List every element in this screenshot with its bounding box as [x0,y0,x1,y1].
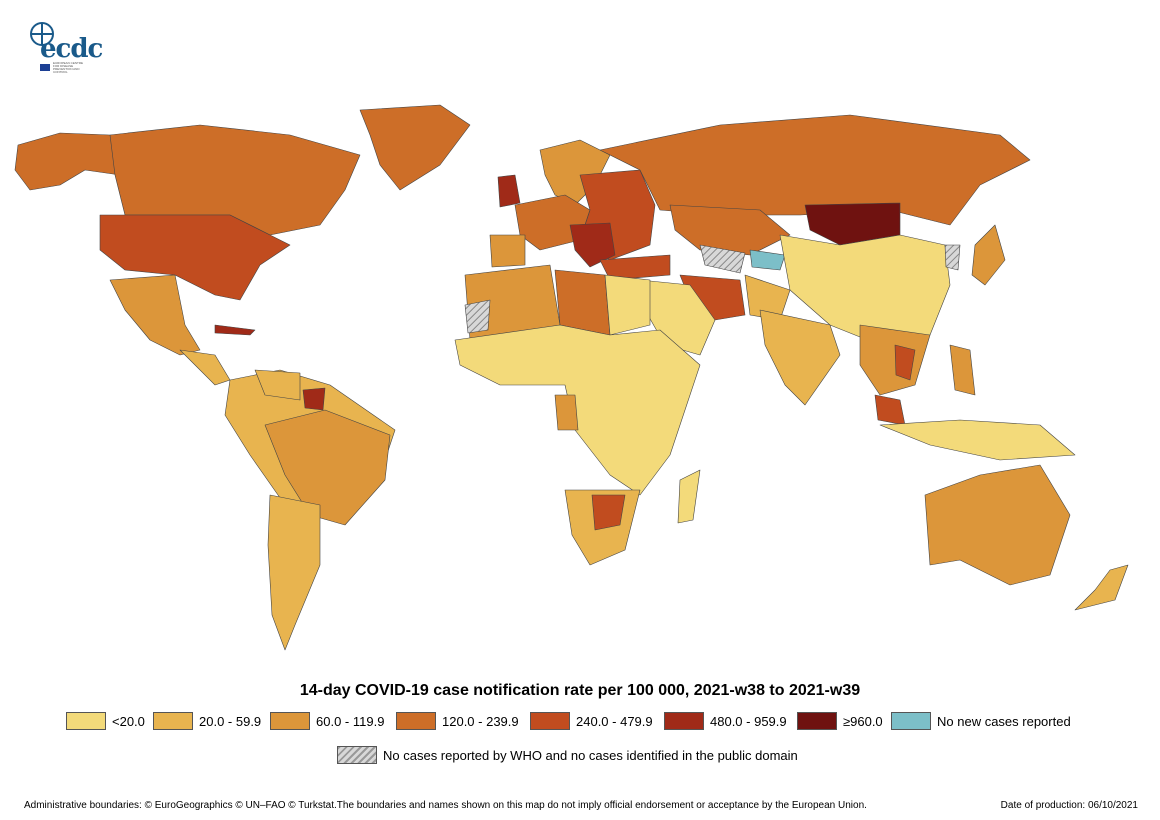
region-usa [99,214,291,301]
legend-item-6: 480.0 - 959.9 [664,711,787,731]
region-scandinavia [539,139,611,206]
legend-swatch [664,712,704,730]
legend-item-4: 120.0 - 239.9 [396,711,519,731]
region-india [759,309,841,406]
region-turkey [599,254,671,281]
region-australia [924,464,1071,586]
map-title: 14-day COVID-19 case notification rate p… [299,682,861,699]
region-north-korea [944,244,961,271]
legend-item-2: 20.0 - 59.9 [153,711,261,731]
region-iberia [489,234,526,268]
legend-item-3: 60.0 - 119.9 [270,711,384,731]
legend-item-hatch: No cases reported by WHO and no cases id… [337,745,798,765]
legend-item-8: No new cases reported [891,711,1071,731]
region-canada [109,124,361,236]
legend-label: 120.0 - 239.9 [442,713,519,729]
logo-subtext: EUROPEAN CENTRE FOR DISEASE PREVENTION A… [53,61,84,74]
region-venezuela [254,369,301,401]
legend-label: No new cases reported [937,713,1071,729]
legend-label: 60.0 - 119.9 [316,713,385,729]
legend-swatch [891,712,931,730]
legend-label: ≥960.0 [843,713,883,729]
region-cuba [214,324,256,336]
region-alaska [14,132,131,191]
legend-swatch [270,712,310,730]
legend-item-7: ≥960.0 [797,711,883,731]
region-sub-saharan [454,324,701,496]
region-libya [554,269,611,336]
legend-label-hatch: No cases reported by WHO and no cases id… [383,747,798,763]
region-central-america [179,349,231,386]
region-central-africa [554,394,579,431]
region-uk [497,174,521,208]
legend-swatch [153,712,193,730]
legend-item-5: 240.0 - 479.9 [530,711,653,731]
legend-label: 20.0 - 59.9 [199,713,262,729]
ecdc-logo: ecdc EUROPEAN CENTRE FOR DISEASE PREVENT… [26,20,103,75]
region-russia [599,114,1031,226]
region-brazil [264,409,391,526]
region-philippines [949,344,976,396]
region-suriname [302,387,326,411]
legend-label: 480.0 - 959.9 [710,713,787,729]
region-kyrgyzstan [749,249,786,271]
region-kazakhstan [669,204,791,256]
legend-label: <20.0 [112,713,145,729]
region-indonesia [879,419,1076,461]
legend-item-1: <20.0 [66,711,145,731]
region-madagascar [677,469,701,524]
legend-swatch [396,712,436,730]
region-new-zealand [1074,564,1129,611]
legend: <20.0 20.0 - 59.9 60.0 - 119.9 120.0 - 2… [0,711,1160,771]
eu-flag-icon [40,64,50,71]
region-mexico [109,274,201,356]
region-southeast-asia [859,324,931,396]
footer-disclaimer: Administrative boundaries: © EuroGeograp… [24,800,867,811]
region-japan [971,224,1006,286]
logo-text: ecdc [40,34,103,64]
region-south-america-south [267,494,321,651]
legend-label: 240.0 - 479.9 [576,713,653,729]
hatch-swatch [337,746,377,764]
region-botswana [591,494,626,531]
world-map [14,104,1129,651]
region-turkmenistan [699,244,746,274]
legend-swatch [797,712,837,730]
region-vietnam [894,344,916,381]
footer-date: Date of production: 06/10/2021 [1000,800,1138,811]
legend-swatch [66,712,106,730]
region-greenland [359,104,471,191]
region-western-sahara [464,299,491,334]
region-egypt [604,274,651,336]
globe-icon [30,22,54,46]
region-malaysia [874,394,906,426]
legend-swatch [530,712,570,730]
region-china [779,234,951,346]
